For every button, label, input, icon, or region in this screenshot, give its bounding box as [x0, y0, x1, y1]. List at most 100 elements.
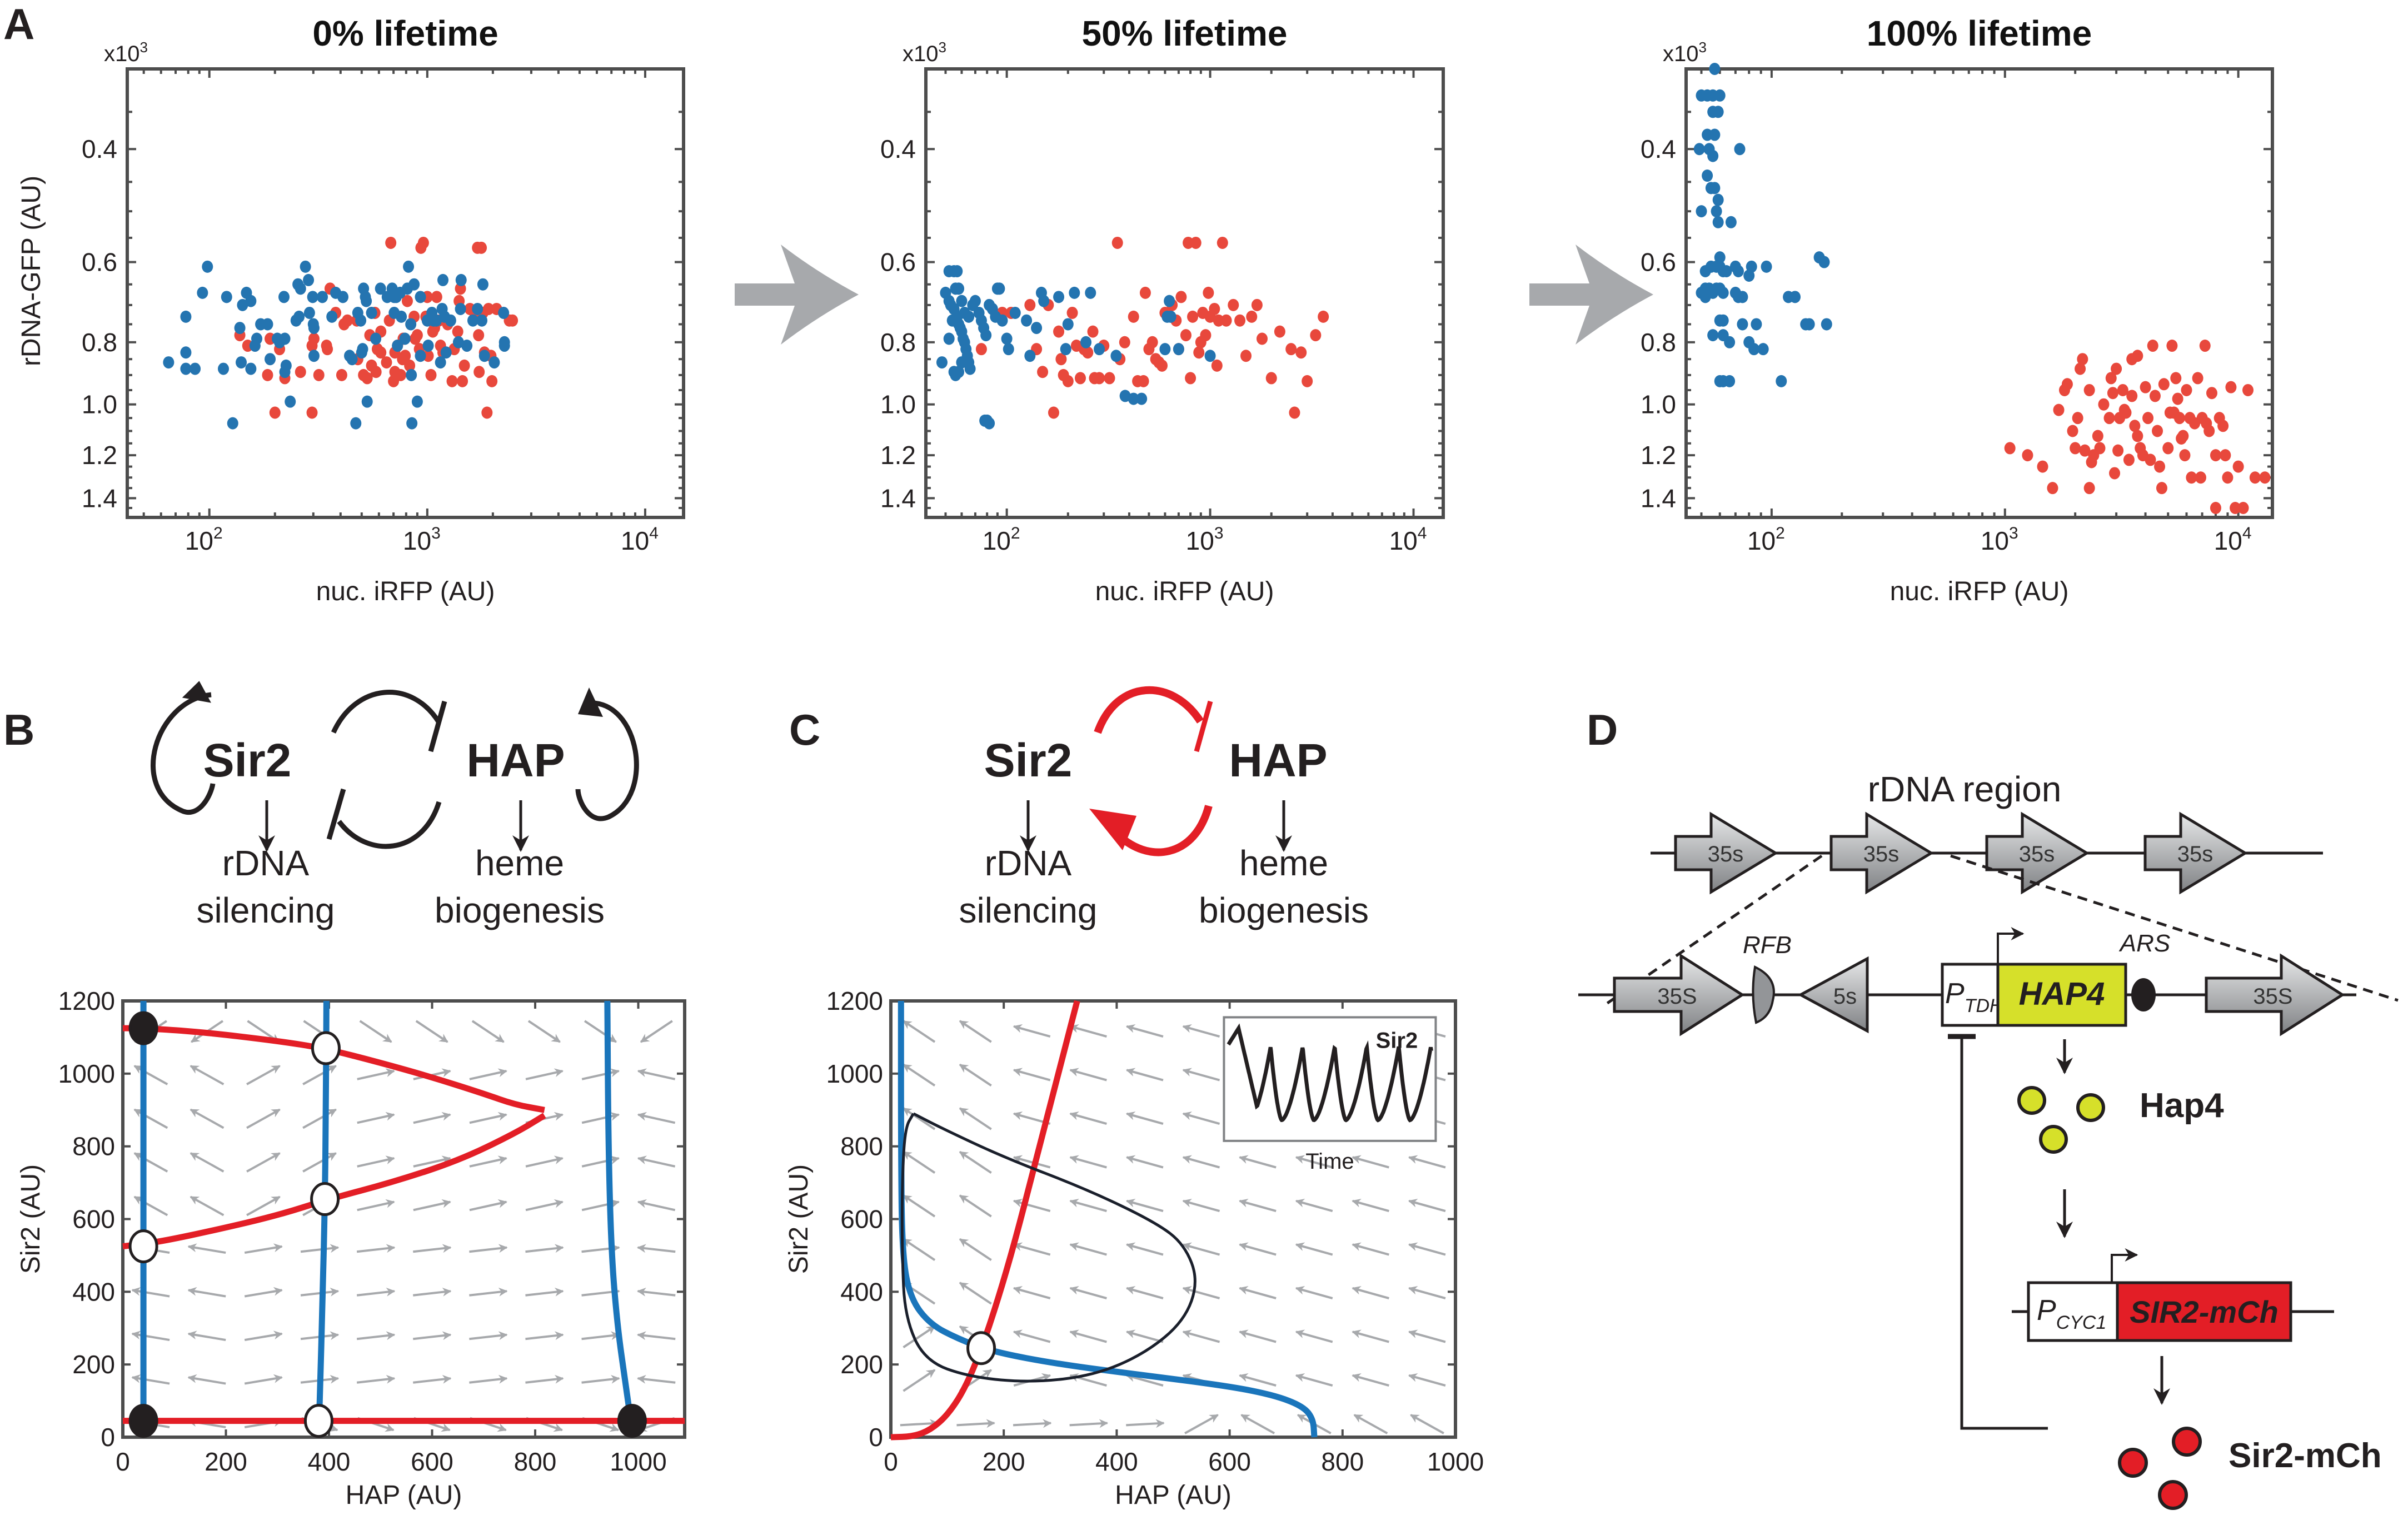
vector-field-arrow — [903, 1063, 936, 1087]
rdna-region-title: rDNA region — [1868, 769, 2062, 809]
vector-field-arrow — [1408, 1155, 1446, 1169]
data-point-red — [1111, 236, 1123, 249]
data-point-red — [2092, 430, 2103, 442]
data-point-blue — [1803, 318, 1815, 331]
x-tick-exponent: 3 — [431, 524, 441, 542]
gene-35s-repeat-arrow — [1829, 811, 1934, 895]
stable-fixed-point — [128, 1404, 158, 1438]
vector-field-arrow — [1295, 1198, 1333, 1212]
data-point-blue — [1737, 291, 1748, 303]
y-tick-label: 400 — [840, 1277, 883, 1306]
gene-35s-label: 35S — [2253, 984, 2292, 1009]
gene-35s-arrow — [1613, 953, 1745, 1036]
vector-field-arrow — [581, 1068, 620, 1080]
data-point-red — [1203, 286, 1214, 299]
data-point-blue — [1761, 260, 1772, 273]
vector-field-arrow — [302, 1065, 337, 1085]
node-sir2: Sir2 — [984, 734, 1073, 786]
data-point-blue — [1724, 375, 1736, 387]
data-point-blue — [411, 395, 423, 408]
data-point-red — [2225, 381, 2237, 393]
vector-field-arrow — [356, 1244, 396, 1253]
data-point-blue — [422, 340, 434, 352]
vector-field-arrow — [302, 1152, 337, 1173]
data-point-blue — [202, 260, 213, 273]
vector-field-arrow — [1013, 1198, 1051, 1212]
repression-bar-icon — [1194, 700, 1213, 752]
vector-field-arrow — [1182, 1155, 1220, 1169]
x-tick-base: 10 — [983, 526, 1011, 555]
chart-title: 50% lifetime — [1082, 13, 1288, 53]
data-point-blue — [1746, 260, 1757, 273]
vector-field-arrow — [1184, 1414, 1219, 1434]
data-point-blue — [237, 298, 248, 311]
data-point-blue — [406, 417, 418, 430]
vector-field-arrow — [637, 1155, 676, 1168]
vector-field-arrow — [581, 1331, 620, 1340]
data-point-blue — [350, 417, 362, 430]
data-point-red — [1256, 332, 1268, 345]
data-point-blue — [498, 340, 510, 352]
data-point-blue — [488, 356, 500, 369]
y-tick-label: 0.8 — [1641, 328, 1676, 357]
vector-field-arrow — [1239, 1155, 1277, 1169]
data-point-blue — [399, 332, 411, 345]
vector-field-arrow — [1013, 1155, 1051, 1169]
data-point-blue — [984, 417, 995, 430]
progression-arrow-icon — [1529, 245, 1653, 345]
data-point-red — [2112, 444, 2124, 457]
vector-field-arrow — [1013, 1068, 1051, 1082]
data-point-red — [2129, 420, 2141, 432]
data-point-red — [2149, 390, 2161, 402]
data-point-blue — [265, 353, 276, 366]
vector-field-arrow — [1069, 1329, 1107, 1343]
x-tick-label: 0 — [884, 1447, 898, 1476]
data-point-blue — [293, 310, 305, 323]
gene-35s-repeat-label: 35s — [1708, 842, 1744, 866]
gene-35s-repeat-arrow — [1674, 811, 1778, 895]
data-point-blue — [317, 291, 328, 303]
vector-field-arrow — [1125, 1329, 1164, 1343]
data-point-red — [269, 406, 281, 419]
data-point-blue — [477, 278, 488, 291]
data-point-red — [2220, 449, 2231, 462]
data-point-blue — [994, 282, 1005, 295]
x-tick-label: 400 — [308, 1447, 351, 1476]
data-point-red — [2242, 383, 2254, 396]
vector-field-arrow — [359, 1020, 392, 1043]
data-point-blue — [1003, 343, 1014, 356]
data-point-blue — [300, 260, 311, 273]
data-point-blue — [1711, 205, 1722, 218]
data-point-blue — [406, 368, 417, 381]
data-point-red — [2140, 381, 2151, 393]
vector-field-arrow — [471, 1020, 505, 1043]
vector-field-arrow — [1069, 1419, 1109, 1428]
data-point-blue — [951, 265, 963, 277]
vector-field-arrow — [1295, 1155, 1333, 1169]
y-axis-multiplier: x103 — [1663, 39, 1707, 66]
output-label-biogenesis: biogenesis — [1199, 890, 1369, 930]
panel-letter-a: A — [3, 0, 34, 48]
vector-field-arrow — [302, 1108, 337, 1129]
data-point-red — [1289, 406, 1300, 419]
data-point-red — [2210, 502, 2221, 515]
vector-field-arrow — [525, 1068, 564, 1080]
data-point-blue — [1021, 314, 1033, 327]
data-point-red — [2094, 442, 2106, 455]
data-point-blue — [163, 356, 175, 369]
data-point-red — [342, 314, 353, 327]
y-axis-label: rDNA-GFP (AU) — [17, 176, 46, 366]
vector-field-arrow — [1126, 1419, 1165, 1428]
data-point-blue — [1062, 318, 1074, 331]
hap-nullcline — [604, 1000, 636, 1438]
data-point-red — [2132, 430, 2143, 442]
x-tick-label: 103 — [1186, 524, 1224, 555]
vector-field-arrow — [527, 1020, 561, 1043]
limit-cycle-trajectory — [900, 1112, 1196, 1383]
data-point-blue — [1717, 286, 1729, 299]
data-point-red — [2232, 460, 2244, 473]
data-point-blue — [361, 295, 372, 307]
data-point-red — [2158, 378, 2170, 391]
vector-field-arrow — [1182, 1068, 1220, 1082]
data-point-red — [1209, 302, 1220, 315]
